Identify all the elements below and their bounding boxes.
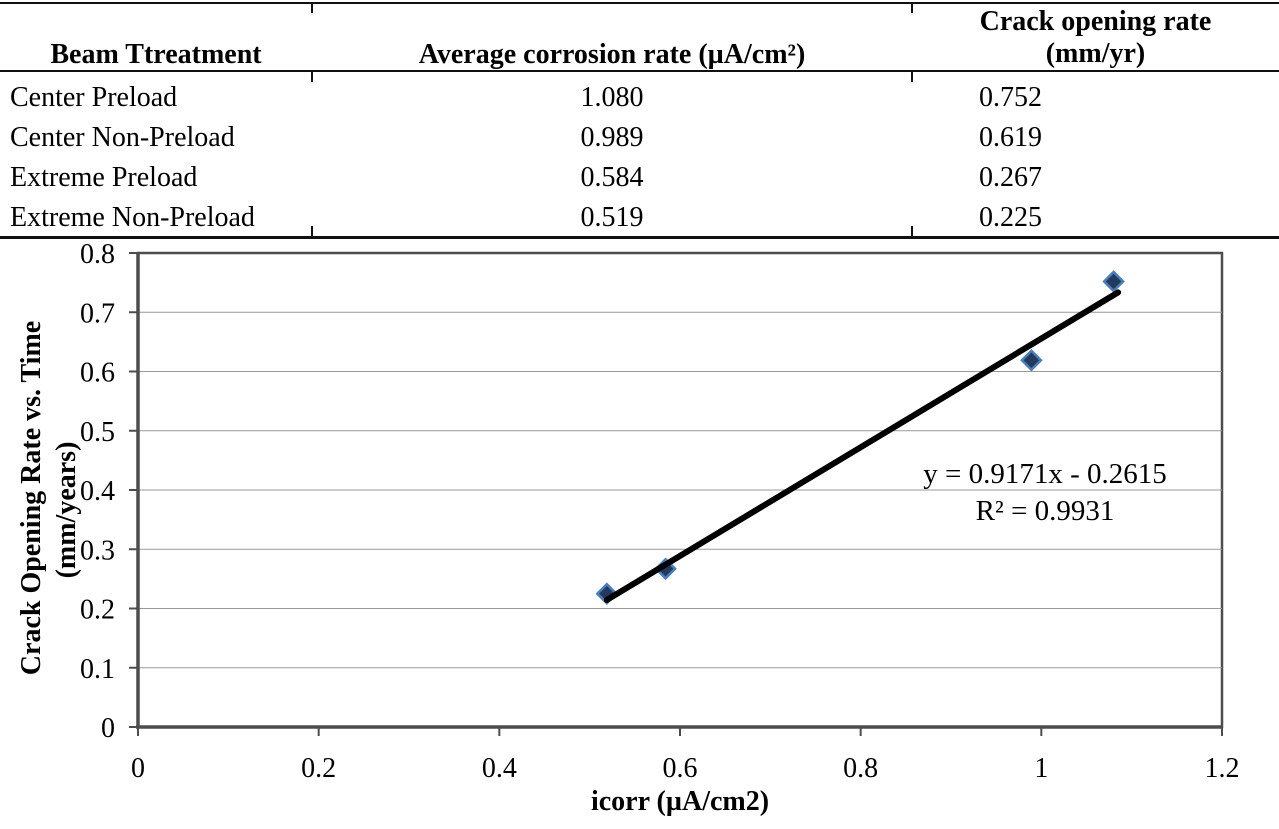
x-tick-label: 0.6 (663, 753, 698, 784)
y-tick-label: 0.6 (80, 358, 115, 389)
trendline-equation: y = 0.9171x - 0.2615 (923, 458, 1167, 490)
table-cell-value: 0.619 (979, 122, 1042, 153)
header-crack-opening-rate: Crack opening rate (mm/yr) (912, 6, 1279, 70)
column-divider-stub (911, 226, 913, 238)
y-tick-label: 0.4 (80, 476, 115, 507)
scatter-chart: 0 0.1 0.2 0.3 0.4 0.5 0.6 0.7 0.8 0 0.2 0.4 0.6 0.8 1… (16, 240, 1240, 817)
column-divider-stub (311, 70, 313, 82)
table-cell-value: 0.225 (979, 202, 1042, 233)
y-axis-title-line1: Crack Opening Rate vs. Time (16, 321, 47, 675)
results-table: Beam Ttreatment Average corrosion rate (… (0, 0, 1279, 240)
header-beam-treatment: Beam Ttreatment (50, 39, 262, 70)
y-tick-label: 0.2 (80, 595, 115, 626)
table-bottom-rule (0, 236, 1279, 239)
data-point-marker (595, 582, 619, 605)
x-tick-label: 1 (1034, 753, 1048, 784)
table-cell-value: 1.080 (580, 82, 644, 113)
table-cell-value: 0.989 (580, 122, 644, 153)
table-row-label: Center Preload (10, 82, 178, 113)
column-divider-stub (311, 226, 313, 238)
x-tick-label: 0.2 (301, 753, 336, 784)
r-squared-label: R² = 0.9931 (976, 495, 1115, 527)
table-row-label: Center Non-Preload (10, 122, 235, 153)
x-axis-title: icorr (µA/cm2) (591, 786, 769, 817)
y-tick-label: 0 (101, 713, 115, 744)
table-row-label: Extreme Preload (10, 162, 198, 193)
table-cell-value: 0.267 (979, 162, 1042, 193)
header-corrosion-rate: Average corrosion rate (µA/cm²) (418, 39, 806, 70)
table-header-rule (0, 70, 1279, 72)
x-tick-label: 1.2 (1205, 753, 1240, 784)
column-divider-stub (911, 70, 913, 82)
header-crack-line2: (mm/yr) (1045, 38, 1146, 69)
column-divider-stub (911, 2, 913, 13)
y-tick-label: 0.3 (80, 535, 115, 566)
column-divider-stub (311, 2, 313, 13)
y-tick-label: 0.8 (80, 240, 115, 270)
header-crack-line1: Crack opening rate (979, 6, 1212, 37)
x-tick-label: 0.8 (843, 753, 878, 784)
y-axis-title-line2: (mm/years) (51, 442, 82, 579)
data-point-marker (1020, 348, 1043, 372)
y-tick-labels: 0 0.1 0.2 0.3 0.4 0.5 0.6 0.7 0.8 (80, 240, 115, 744)
data-point-marker (1102, 270, 1125, 293)
gridlines (138, 311, 1222, 669)
y-tick-label: 0.7 (80, 298, 115, 329)
table-top-rule (0, 2, 1279, 4)
table-row-label: Extreme Non-Preload (10, 202, 255, 233)
data-point-markers (595, 270, 1125, 605)
x-tick-labels: 0 0.2 0.4 0.6 0.8 1 1.2 (131, 753, 1240, 784)
table-cell-value: 0.519 (580, 202, 644, 233)
y-tick-label: 0.1 (80, 654, 115, 685)
x-tick-label: 0.4 (482, 753, 517, 784)
y-tick-label: 0.5 (80, 417, 115, 448)
table-cell-value: 0.752 (979, 82, 1042, 113)
x-tick-label: 0 (131, 753, 145, 784)
table-cell-value: 0.584 (580, 162, 644, 193)
trendline (603, 289, 1122, 603)
